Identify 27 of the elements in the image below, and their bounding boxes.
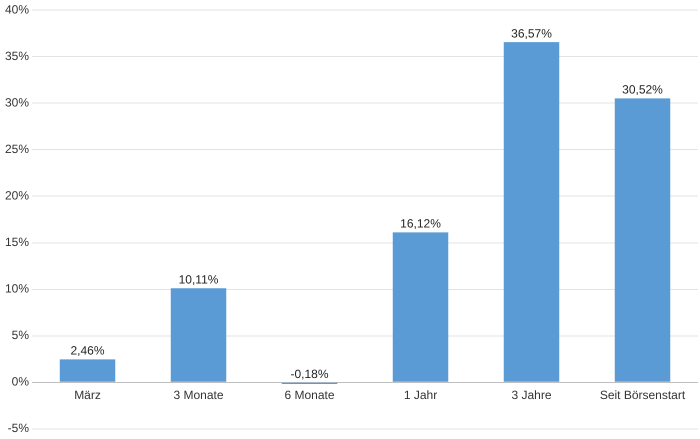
data-label: 2,46% bbox=[70, 344, 105, 358]
y-tick-label: 15% bbox=[4, 235, 30, 250]
bar bbox=[504, 42, 560, 382]
x-tick-label: März bbox=[74, 388, 101, 402]
y-tick-label: 10% bbox=[4, 282, 30, 296]
y-tick-label: 25% bbox=[4, 142, 30, 156]
x-tick-label: 1 Jahr bbox=[404, 388, 438, 402]
data-label: 10,11% bbox=[178, 272, 219, 287]
y-tick-label: -5% bbox=[8, 421, 30, 436]
bar bbox=[614, 98, 670, 382]
bar bbox=[392, 232, 448, 382]
x-tick-label: Seit Börsenstart bbox=[600, 388, 686, 402]
x-tick-label: 3 Jahre bbox=[511, 388, 552, 402]
data-label: 16,12% bbox=[400, 216, 442, 231]
x-tick-label: 3 Monate bbox=[173, 388, 224, 402]
data-label: 36,57% bbox=[511, 26, 552, 40]
y-tick-label: 35% bbox=[4, 49, 30, 64]
y-tick-label: 40% bbox=[4, 2, 30, 17]
data-label: 30,52% bbox=[622, 82, 664, 97]
y-tick-label: 30% bbox=[4, 96, 30, 110]
bar bbox=[60, 359, 116, 382]
y-tick-label: 20% bbox=[4, 188, 30, 203]
x-tick-label: 6 Monate bbox=[284, 388, 335, 402]
y-tick-label: 0% bbox=[12, 374, 30, 389]
y-tick-label: 5% bbox=[12, 328, 30, 342]
bar bbox=[170, 288, 226, 382]
data-label: -0,18% bbox=[290, 367, 329, 382]
